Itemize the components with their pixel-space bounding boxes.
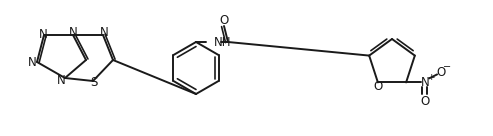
Text: N: N: [57, 73, 66, 86]
Text: O: O: [421, 95, 430, 108]
Text: O: O: [219, 15, 229, 27]
Text: +: +: [427, 73, 435, 82]
Text: O: O: [436, 66, 446, 79]
Text: S: S: [90, 76, 98, 89]
Text: O: O: [373, 80, 383, 93]
Text: N: N: [38, 27, 47, 41]
Text: N: N: [28, 55, 36, 69]
Text: N: N: [100, 27, 108, 39]
Text: N: N: [69, 27, 77, 39]
Text: N: N: [421, 76, 429, 89]
Text: NH: NH: [214, 35, 232, 49]
Text: −: −: [443, 62, 451, 72]
